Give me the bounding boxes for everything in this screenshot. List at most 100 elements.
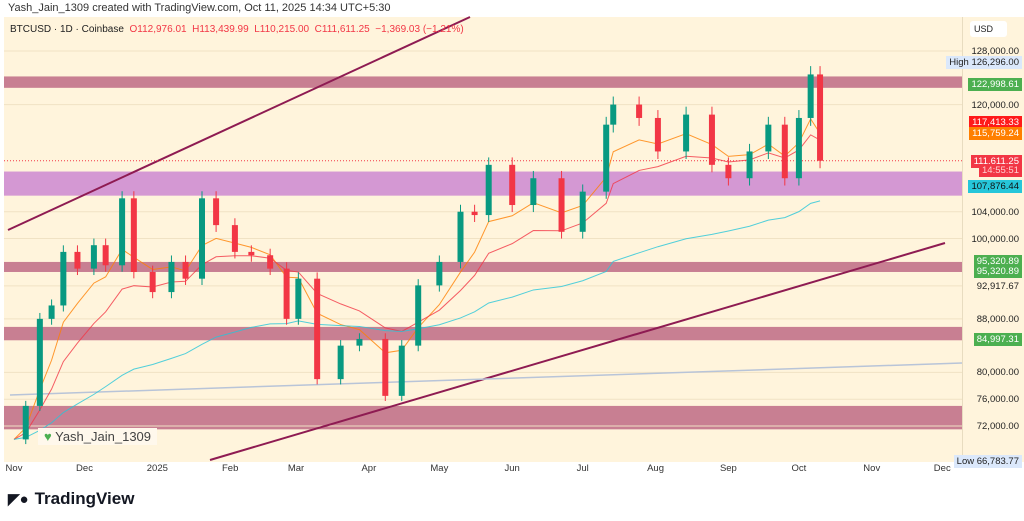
candle-body: [603, 124, 610, 192]
candle-body: [356, 338, 363, 346]
candle-body: [807, 74, 814, 118]
candle-body: [248, 251, 255, 256]
zone-band: [4, 326, 962, 341]
candle-body: [48, 305, 55, 319]
open-value: O112,976.01: [129, 24, 187, 35]
candle-body: [683, 114, 690, 152]
tv-logo-icon: ◤●: [8, 491, 29, 508]
candle-body: [102, 245, 109, 266]
candle-body: [558, 178, 565, 232]
candle-body: [398, 345, 405, 396]
candle-body: [382, 338, 389, 396]
lower-channel-line: [209, 242, 946, 461]
candle-body: [168, 261, 175, 293]
time-tick: Apr: [361, 463, 377, 474]
candle-body: [457, 211, 464, 262]
price-tick: 92,917.67: [976, 280, 1019, 292]
price-tick: 100,000.00: [971, 233, 1019, 245]
candle-body: [610, 104, 617, 125]
candle-body: [654, 117, 661, 152]
symbol-info[interactable]: BTCUSD · 1D · Coinbase: [10, 24, 124, 35]
chart-credit: Yash_Jain_1309 created with TradingView.…: [8, 2, 391, 14]
price-tick: 76,000.00: [976, 394, 1019, 406]
candle-body: [485, 164, 492, 216]
candle-body: [130, 198, 137, 272]
price-tick: 80,000.00: [976, 367, 1019, 379]
heart-icon: ♥: [44, 429, 52, 444]
candle-body: [182, 261, 189, 279]
zone-band: [4, 76, 962, 88]
candle-body: [36, 318, 43, 406]
candle-body: [415, 285, 422, 346]
candle-body: [267, 255, 274, 269]
candle-body: [119, 198, 126, 266]
candle-body: [795, 117, 802, 179]
candle-body: [149, 271, 156, 293]
price-label: 115,759.24: [969, 126, 1022, 140]
candle-body: [817, 74, 824, 161]
candle-body: [509, 164, 516, 206]
price-tick: 120,000.00: [971, 99, 1019, 111]
time-tick: Aug: [647, 463, 664, 474]
candle-body: [579, 191, 586, 232]
candle-body: [530, 178, 537, 206]
time-tick: Feb: [222, 463, 239, 474]
chart-plot-area[interactable]: [4, 17, 962, 462]
low-value: L110,215.00: [254, 24, 310, 35]
candle-body: [60, 251, 67, 306]
time-tick: Sep: [719, 463, 737, 474]
candle-body: [471, 211, 478, 216]
candle-body: [199, 198, 205, 279]
candle-body: [90, 245, 97, 269]
price-label: 84,997.31: [973, 332, 1022, 346]
currency-button[interactable]: USD: [970, 21, 1008, 37]
time-tick: Dec: [76, 463, 93, 474]
candle-body: [436, 261, 443, 286]
watermark-text: Yash_Jain_1309: [55, 429, 152, 444]
time-tick: Nov: [5, 463, 23, 474]
candle-body: [314, 278, 321, 380]
candle-body: [295, 278, 302, 319]
candle-body: [781, 124, 788, 179]
price-label: Low 66,783.77: [953, 454, 1022, 468]
price-label: 122,998.61: [968, 78, 1022, 92]
time-tick: 2025: [146, 463, 168, 474]
tradingview-logo[interactable]: ◤● TradingView: [8, 489, 134, 509]
candle-body: [283, 268, 290, 319]
price-tick: 72,000.00: [976, 421, 1019, 432]
price-tick: 88,000.00: [976, 313, 1019, 325]
moving-average-2: [13, 200, 821, 440]
price-label: High 126,296.00: [946, 56, 1022, 70]
price-tick: 128,000.00: [971, 46, 1019, 57]
candle-body: [746, 151, 753, 179]
time-tick: May: [430, 463, 449, 474]
close-value: C111,611.25: [314, 24, 370, 35]
candle-body: [708, 114, 715, 165]
high-value: H113,439.99: [192, 24, 249, 35]
candle-body: [74, 251, 81, 269]
price-label: 95,320.89: [973, 254, 1022, 268]
candle-body: [337, 345, 344, 380]
price-label: 117,413.33: [969, 115, 1022, 129]
candle-body: [213, 198, 220, 226]
brand-text: TradingView: [34, 489, 135, 508]
time-tick: Dec: [933, 463, 951, 474]
time-tick: Jul: [576, 463, 589, 474]
time-tick: Nov: [863, 463, 881, 474]
change-value: −1,369.03 (−1.21%): [375, 24, 464, 35]
zone-band: [4, 405, 962, 430]
upper-channel-line: [7, 16, 471, 231]
price-tick: 104,000.00: [971, 206, 1019, 218]
time-tick: Oct: [791, 463, 807, 474]
zone-band: [4, 171, 962, 196]
author-watermark: ♥ Yash_Jain_1309: [38, 428, 158, 445]
trend-line: [9, 362, 963, 396]
candle-body: [765, 124, 772, 152]
candle-body: [231, 225, 238, 252]
candle-body: [22, 405, 29, 440]
candle-body: [636, 104, 643, 118]
price-label: 14:55:51: [979, 163, 1022, 177]
symbol-legend: BTCUSD · 1D · Coinbase O112,976.01 H113,…: [10, 24, 464, 35]
time-tick: Jun: [504, 463, 520, 474]
